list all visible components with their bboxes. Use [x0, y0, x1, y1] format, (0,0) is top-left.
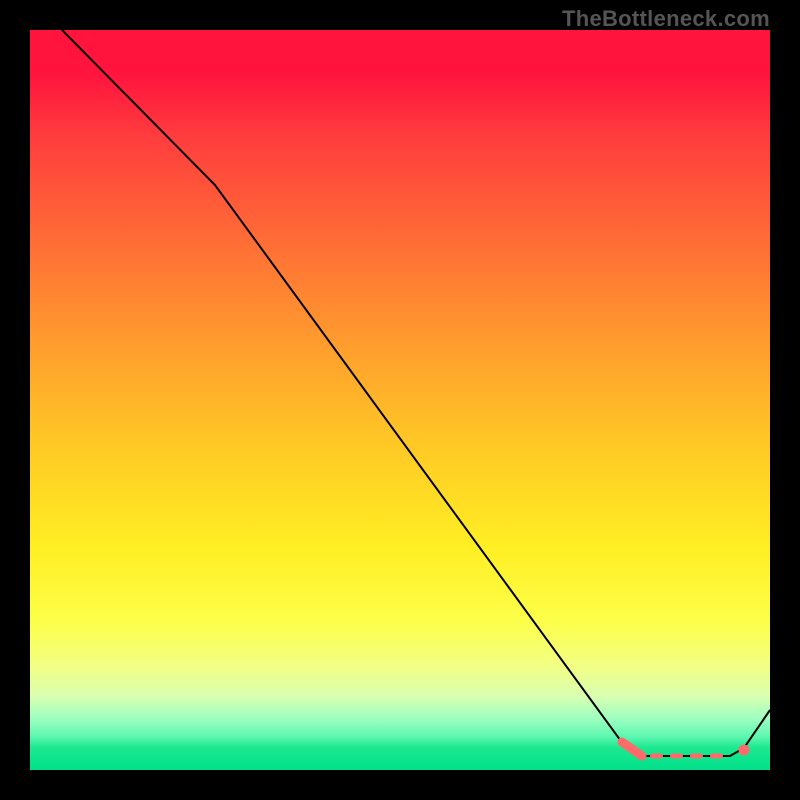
bottleneck-curve [62, 30, 770, 756]
plot-area [30, 30, 770, 770]
chart-svg [30, 30, 770, 770]
watermark-text: TheBottleneck.com [562, 6, 770, 32]
